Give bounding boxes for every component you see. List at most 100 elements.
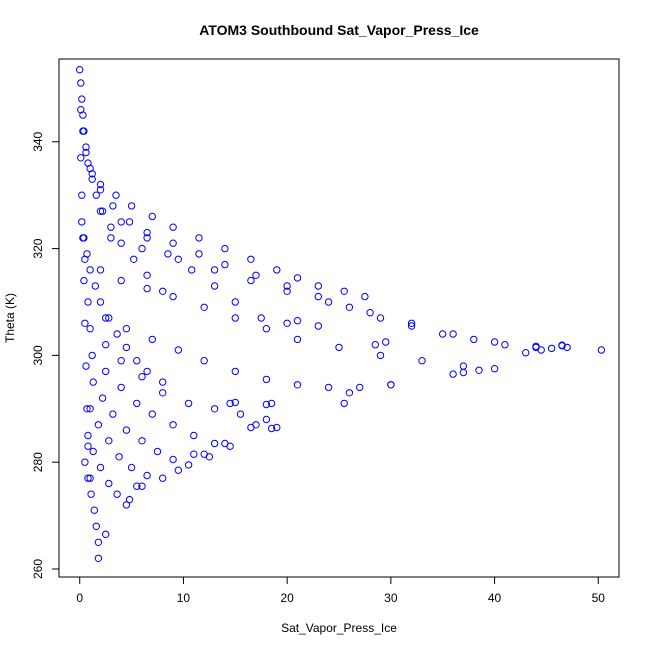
data-point (522, 349, 530, 357)
data-point (361, 292, 369, 301)
plot-frame (58, 58, 620, 578)
x-tick-label: 30 (384, 591, 398, 605)
data-point (88, 175, 96, 183)
data-point (293, 317, 302, 325)
data-point (174, 255, 183, 263)
data-point (96, 463, 105, 472)
data-point (117, 357, 125, 365)
data-point (345, 303, 354, 311)
data-point (314, 322, 322, 330)
x-axis-label: Sat_Vapor_Press_Ice (281, 621, 397, 635)
data-point (86, 474, 94, 482)
data-point (195, 250, 203, 258)
data-point (231, 314, 240, 322)
data-point (78, 218, 86, 226)
data-point (133, 399, 141, 408)
data-point (159, 287, 167, 295)
data-point (117, 239, 125, 247)
data-point (94, 554, 103, 562)
data-point (117, 383, 125, 392)
data-point (78, 191, 86, 199)
x-tick-label: 10 (177, 591, 191, 605)
data-point (490, 365, 499, 373)
data-point (86, 325, 94, 333)
data-point (153, 447, 162, 456)
data-point (169, 455, 177, 464)
data-point (252, 421, 260, 429)
data-point (143, 471, 151, 480)
y-tick-label: 340 (31, 131, 45, 151)
data-point (102, 341, 110, 349)
data-point (133, 482, 141, 490)
data-point (91, 282, 100, 290)
data-point (138, 437, 146, 445)
data-point (267, 424, 276, 433)
data-point (231, 298, 240, 306)
data-point (314, 282, 322, 290)
data-point (94, 538, 103, 546)
data-point (293, 274, 302, 282)
data-point (262, 400, 271, 409)
data-point (293, 381, 302, 389)
data-point (98, 207, 107, 215)
data-point (122, 343, 131, 352)
data-point (143, 367, 151, 376)
y-axis: 260 280 300 320 340 (31, 131, 60, 579)
data-point (273, 423, 281, 432)
data-point (82, 143, 90, 151)
y-tick-label: 280 (31, 452, 45, 472)
data-point (340, 399, 348, 408)
data-point (86, 266, 94, 274)
data-point (107, 234, 115, 242)
data-point (159, 378, 167, 386)
data-point (94, 421, 103, 429)
data-point (382, 338, 390, 346)
data-point (267, 399, 276, 408)
data-point (138, 244, 146, 253)
data-point (262, 325, 271, 333)
data-point (184, 399, 193, 408)
data-point (127, 463, 136, 472)
data-point (109, 202, 117, 210)
data-point (122, 426, 131, 434)
data-point (117, 218, 125, 226)
data-point (475, 366, 483, 374)
data-point (184, 461, 193, 469)
data-point (376, 351, 385, 360)
data-point (547, 344, 556, 353)
data-point (109, 410, 117, 418)
data-point (115, 453, 123, 461)
data-point (87, 490, 95, 498)
data-point (148, 410, 157, 418)
data-point (80, 276, 88, 285)
data-point (169, 239, 177, 247)
data-point (164, 250, 172, 258)
data-point (387, 381, 395, 389)
data-point (247, 255, 255, 263)
data-point (84, 431, 92, 440)
data-point (159, 389, 167, 397)
data-point (221, 260, 229, 269)
data-point (112, 191, 120, 199)
x-tick-label: 40 (488, 591, 502, 605)
data-point (90, 506, 99, 514)
data-point (371, 341, 379, 349)
data-point (92, 191, 101, 199)
data-point (77, 79, 85, 87)
data-point (122, 325, 131, 333)
data-point (89, 378, 97, 386)
data-point (324, 383, 333, 392)
data-point (169, 223, 177, 231)
data-point (117, 276, 125, 285)
data-point (558, 341, 566, 349)
data-point (449, 330, 457, 338)
data-point (205, 453, 214, 461)
data-point (537, 346, 545, 354)
data-point (96, 180, 105, 189)
data-point (293, 335, 302, 344)
data-point (195, 234, 203, 242)
data-point (490, 338, 499, 346)
data-point (221, 439, 229, 448)
data-point (221, 244, 229, 253)
